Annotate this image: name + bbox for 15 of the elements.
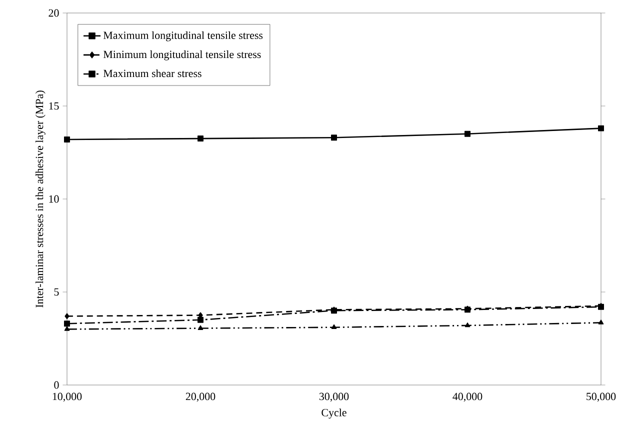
x-tick-label: 50,000 <box>586 392 616 402</box>
y-tick-label: 0 <box>54 381 59 389</box>
y-tick-label: 10 <box>49 195 59 203</box>
legend-label: Maximum shear stress <box>103 69 202 78</box>
y-axis-title: Inter-laminar stresses in the adhesive layer (MPa) <box>35 90 46 308</box>
x-axis-title: Cycle <box>322 408 346 419</box>
legend-label: Minimum longitudinal tensile stress <box>103 50 261 60</box>
y-tick-label: 15 <box>49 102 59 110</box>
x-tick-label: 30,000 <box>319 392 349 402</box>
x-tick-label: 40,000 <box>452 392 482 402</box>
y-tick-label: 5 <box>54 288 59 296</box>
y-tick-label: 20 <box>48 9 59 17</box>
x-tick-label: 20,000 <box>186 392 216 402</box>
x-tick-label: 10,000 <box>52 392 82 402</box>
legend-label: Maximum longitudinal tensile stress <box>103 31 263 42</box>
